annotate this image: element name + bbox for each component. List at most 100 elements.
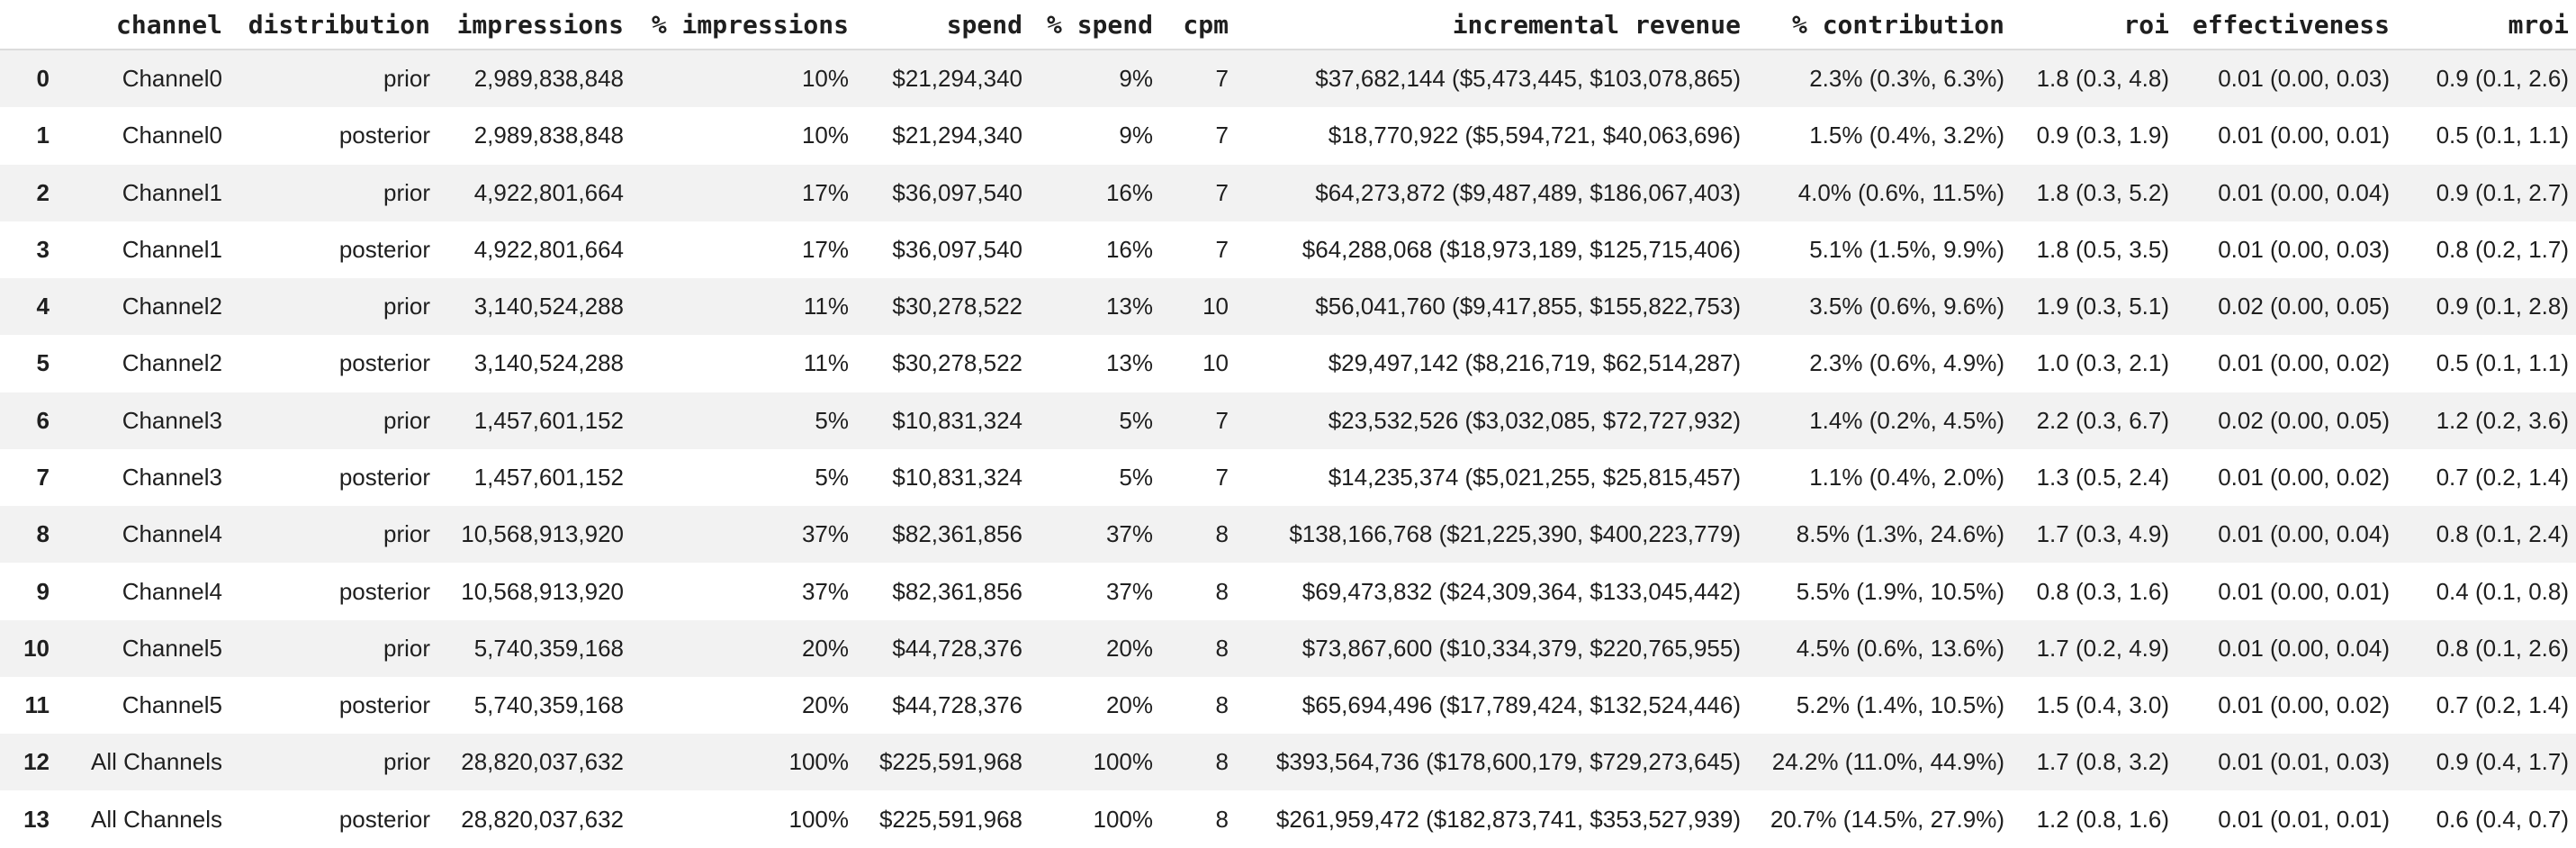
cell-mroi: 0.5 (0.1, 1.1)	[2436, 122, 2569, 149]
cell-mroi: 0.9 (0.1, 2.6)	[2436, 65, 2569, 93]
cell-pct-contribution: 24.2% (11.0%, 44.9%)	[1771, 748, 2004, 776]
cell-channel: Channel2	[122, 349, 222, 377]
cell-cpm: 8	[1215, 520, 1229, 548]
cell-pct-spend: 37%	[1105, 577, 1153, 605]
cell-impressions: 10,568,913,920	[461, 577, 624, 605]
cell-roi: 1.5 (0.4, 3.0)	[2036, 691, 2169, 719]
cell-mroi: 0.7 (0.2, 1.4)	[2436, 463, 2569, 491]
table-row: 7 Channel3 posterior 1,457,601,152 5% $10,831…	[0, 449, 2576, 506]
cell-pct-contribution: 1.5% (0.4%, 3.2%)	[1809, 122, 2004, 149]
cell-spend: $10,831,324	[892, 463, 1022, 491]
cell-mroi: 0.8 (0.2, 1.7)	[2436, 235, 2569, 263]
cell-cpm: 8	[1215, 577, 1229, 605]
cell-pct-contribution: 1.4% (0.2%, 4.5%)	[1809, 406, 2004, 434]
cell-channel: Channel5	[122, 634, 222, 662]
cell-pct-impressions: 5%	[815, 463, 849, 491]
column-header-pct-contribution: % contribution	[1754, 0, 2018, 50]
cell-distribution: prior	[383, 748, 430, 776]
table-row: 5 Channel2 posterior 3,140,524,288 11% $30,27…	[0, 335, 2576, 392]
cell-pct-contribution: 2.3% (0.3%, 6.3%)	[1809, 65, 2004, 93]
cell-distribution: prior	[383, 406, 430, 434]
cell-channel: Channel1	[122, 178, 222, 206]
cell-impressions: 4,922,801,664	[473, 178, 624, 206]
column-header-spend: spend	[862, 0, 1036, 50]
table-row: 9 Channel4 posterior 10,568,913,920 37% $82,3…	[0, 563, 2576, 619]
cell-effectiveness: 0.01 (0.00, 0.04)	[2218, 178, 2390, 206]
cell-incremental-revenue: $37,682,144 ($5,473,445, $103,078,865)	[1315, 65, 1741, 93]
cell-roi: 0.8 (0.3, 1.6)	[2036, 577, 2169, 605]
cell-effectiveness: 0.01 (0.01, 0.01)	[2218, 805, 2390, 833]
cell-channel: Channel3	[122, 406, 222, 434]
row-index: 13	[23, 805, 50, 833]
cell-mroi: 0.9 (0.1, 2.7)	[2436, 178, 2569, 206]
row-index: 0	[36, 65, 50, 93]
column-header-channel: channel	[63, 0, 236, 50]
cell-roi: 1.7 (0.2, 4.9)	[2036, 634, 2169, 662]
cell-pct-spend: 9%	[1119, 122, 1153, 149]
table-row: 2 Channel1 prior 4,922,801,664 17% $36,097,54…	[0, 164, 2576, 221]
cell-spend: $225,591,968	[878, 748, 1022, 776]
cell-distribution: posterior	[338, 577, 430, 605]
cell-impressions: 2,989,838,848	[473, 65, 624, 93]
cell-impressions: 10,568,913,920	[461, 520, 624, 548]
cell-impressions: 3,140,524,288	[473, 293, 624, 320]
cell-impressions: 28,820,037,632	[461, 748, 624, 776]
cell-spend: $44,728,376	[892, 634, 1022, 662]
cell-pct-spend: 100%	[1093, 748, 1154, 776]
cell-impressions: 5,740,359,168	[473, 691, 624, 719]
cell-channel: Channel4	[122, 577, 222, 605]
table-row: 12 All Channels prior 28,820,037,632 100% $22…	[0, 734, 2576, 791]
table-row: 4 Channel2 prior 3,140,524,288 11% $30,278,52…	[0, 278, 2576, 336]
cell-distribution: prior	[383, 520, 430, 548]
cell-roi: 1.0 (0.3, 2.1)	[2036, 349, 2169, 377]
cell-effectiveness: 0.01 (0.00, 0.01)	[2218, 577, 2390, 605]
cell-pct-spend: 13%	[1105, 349, 1153, 377]
cell-roi: 2.2 (0.3, 6.7)	[2036, 406, 2169, 434]
table-row: 13 All Channels posterior 28,820,037,632 100…	[0, 790, 2576, 847]
cell-distribution: prior	[383, 293, 430, 320]
cell-pct-contribution: 5.1% (1.5%, 9.9%)	[1809, 235, 2004, 263]
cell-spend: $82,361,856	[892, 577, 1022, 605]
cell-incremental-revenue: $14,235,374 ($5,021,255, $25,815,457)	[1328, 463, 1741, 491]
cell-effectiveness: 0.01 (0.00, 0.02)	[2218, 349, 2390, 377]
cell-incremental-revenue: $138,166,768 ($21,225,390, $400,223,779)	[1289, 520, 1741, 548]
cell-pct-spend: 37%	[1105, 520, 1153, 548]
cell-pct-impressions: 100%	[788, 748, 850, 776]
cell-spend: $36,097,540	[892, 178, 1022, 206]
cell-cpm: 7	[1215, 178, 1229, 206]
cell-pct-impressions: 37%	[801, 577, 849, 605]
cell-pct-impressions: 17%	[801, 235, 849, 263]
cell-incremental-revenue: $23,532,526 ($3,032,085, $72,727,932)	[1328, 406, 1741, 434]
cell-mroi: 0.9 (0.1, 2.8)	[2436, 293, 2569, 320]
cell-pct-impressions: 11%	[803, 349, 849, 377]
cell-impressions: 1,457,601,152	[473, 406, 624, 434]
cell-distribution: posterior	[338, 805, 430, 833]
cell-mroi: 0.8 (0.1, 2.4)	[2436, 520, 2569, 548]
row-index: 2	[36, 178, 50, 206]
cell-effectiveness: 0.01 (0.00, 0.01)	[2218, 122, 2390, 149]
cell-incremental-revenue: $64,288,068 ($18,973,189, $125,715,406)	[1302, 235, 1741, 263]
table-row: 6 Channel3 prior 1,457,601,152 5% $10,831,324…	[0, 392, 2576, 449]
table-body: 0 Channel0 prior 2,989,838,848 10% $21,294,34…	[0, 50, 2576, 848]
cell-pct-contribution: 5.2% (1.4%, 10.5%)	[1796, 691, 2004, 719]
cell-cpm: 8	[1215, 748, 1229, 776]
column-header-roi: roi	[2018, 0, 2183, 50]
column-header-incremental-revenue: incremental revenue	[1242, 0, 1754, 50]
row-index: 11	[24, 691, 50, 719]
cell-distribution: posterior	[338, 691, 430, 719]
cell-spend: $30,278,522	[892, 293, 1022, 320]
cell-effectiveness: 0.01 (0.00, 0.03)	[2218, 235, 2390, 263]
row-index: 8	[36, 520, 50, 548]
cell-spend: $36,097,540	[892, 235, 1022, 263]
cell-cpm: 7	[1215, 406, 1229, 434]
cell-spend: $44,728,376	[892, 691, 1022, 719]
column-header-impressions: impressions	[444, 0, 637, 50]
cell-pct-spend: 100%	[1093, 805, 1154, 833]
cell-roi: 1.3 (0.5, 2.4)	[2036, 463, 2169, 491]
cell-pct-contribution: 20.7% (14.5%, 27.9%)	[1770, 805, 2004, 833]
cell-pct-spend: 13%	[1105, 293, 1153, 320]
cell-cpm: 10	[1202, 293, 1229, 320]
cell-effectiveness: 0.02 (0.00, 0.05)	[2218, 406, 2390, 434]
header-row: channel distribution impressions% impressi…	[0, 0, 2576, 50]
